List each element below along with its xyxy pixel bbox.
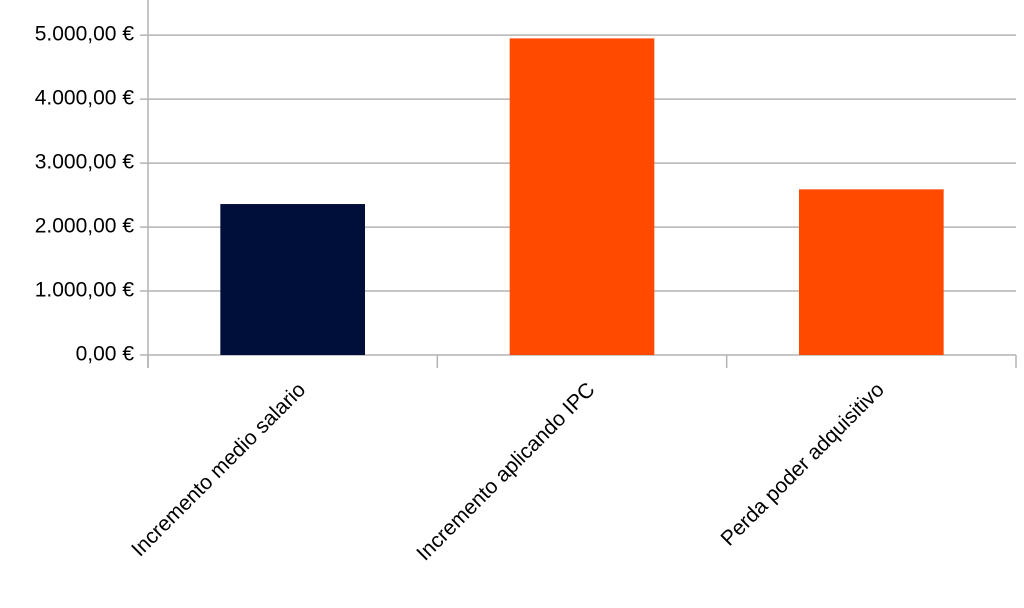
y-tick-label: 4.000,00 € (35, 87, 135, 110)
x-tick-label: Perda poder adquisitivo (717, 378, 889, 550)
y-tick-label: 0,00 € (76, 343, 135, 366)
y-tick-label: 5.000,00 € (35, 23, 135, 46)
bar (799, 189, 944, 355)
y-tick-label: 3.000,00 € (35, 151, 135, 174)
bar (220, 204, 365, 355)
x-tick-label: Incremento medio salario (127, 378, 310, 561)
y-tick-label: 2.000,00 € (35, 215, 135, 238)
bar (509, 38, 655, 355)
x-tick-label: Incremento aplicando IPC (412, 378, 599, 565)
y-tick-label: 1.000,00 € (35, 279, 135, 302)
